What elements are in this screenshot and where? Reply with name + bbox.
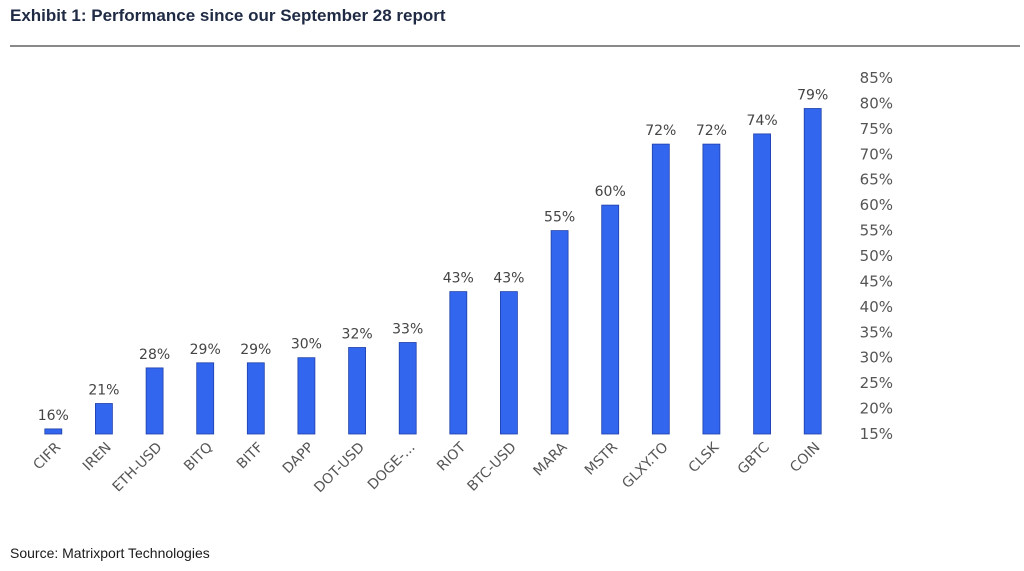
data-label: 28% (139, 347, 170, 363)
bar-cifr (44, 428, 63, 435)
category-label: CLSK (686, 439, 723, 476)
data-label: 72% (696, 123, 727, 139)
y-tick-label: 45% (860, 272, 893, 290)
y-tick-label: 60% (860, 196, 893, 214)
data-label: 16% (38, 408, 69, 424)
y-tick-labels-group: 15% 20% 25% 30% 35% 40% 45% 50% 55% 60% 65% 70% 75% 8… (860, 69, 893, 443)
y-tick-label: 20% (860, 400, 893, 418)
bar-eth-usd (145, 367, 164, 435)
bar-doge (398, 342, 417, 435)
category-label: GBTC (735, 439, 773, 477)
category-label: ETH-USD (110, 440, 166, 496)
bar-riot (449, 291, 468, 435)
y-tick-label: 30% (860, 349, 893, 367)
data-label: 33% (392, 322, 423, 338)
y-tick-label: 65% (860, 171, 893, 189)
bar-clsk (702, 143, 721, 435)
bar-bitf (246, 362, 265, 435)
category-label: BITQ (181, 440, 216, 475)
data-label: 60% (595, 184, 626, 200)
category-label: CIFR (30, 439, 64, 473)
y-tick-label: 50% (860, 247, 893, 265)
category-label: BITF (234, 440, 267, 473)
y-tick-label: 15% (860, 425, 893, 443)
category-label: DOT-USD (311, 440, 368, 497)
source-note: Source: Matrixport Technologies (10, 545, 210, 561)
data-label: 43% (493, 271, 524, 287)
data-label: 55% (544, 210, 575, 226)
y-tick-label: 85% (860, 69, 893, 87)
data-label: 72% (645, 123, 676, 139)
category-label: IREN (80, 440, 115, 475)
category-label: DOGE-... (365, 440, 419, 494)
data-label: 29% (240, 342, 271, 358)
y-tick-label: 40% (860, 298, 893, 316)
data-label: 29% (190, 342, 221, 358)
data-label: 32% (342, 327, 373, 343)
y-tick-label: 70% (860, 145, 893, 163)
y-tick-label: 75% (860, 120, 893, 138)
y-tick-label: 35% (860, 323, 893, 341)
data-label: 21% (88, 383, 119, 399)
bar-dapp (297, 357, 316, 435)
data-label: 30% (291, 337, 322, 353)
bar-mstr (601, 204, 620, 435)
data-label: 79% (797, 88, 828, 104)
bars-group (44, 108, 822, 435)
category-label: GLXY.TO (619, 440, 671, 492)
category-label: MARA (531, 439, 571, 479)
bar-glxy-to (651, 143, 670, 435)
data-label: 74% (747, 113, 778, 129)
data-label: 43% (443, 271, 474, 287)
bar-bitq (196, 362, 215, 435)
category-label: COIN (787, 440, 823, 476)
category-label: MSTR (582, 439, 621, 478)
chart-title: Exhibit 1: Performance since our Septemb… (10, 6, 446, 25)
bar-btc-usd (499, 291, 518, 435)
bar-mara (550, 230, 569, 435)
bar-iren (95, 403, 113, 435)
y-tick-label: 25% (860, 374, 893, 392)
bar-coin (803, 108, 822, 435)
bar-gbtc (753, 133, 771, 435)
data-labels-group: 16% 21% 28% 29% 29% 30% 32% 33% 43% 43% 55% 60% 72% 7… (38, 88, 829, 424)
title-divider (10, 45, 1020, 47)
bar-dot-usd (348, 347, 367, 435)
y-tick-label: 80% (860, 94, 893, 112)
category-label: RIOT (434, 439, 469, 474)
category-label: DAPP (280, 440, 317, 477)
y-tick-label: 55% (860, 222, 893, 240)
category-label: BTC-USD (465, 440, 520, 495)
